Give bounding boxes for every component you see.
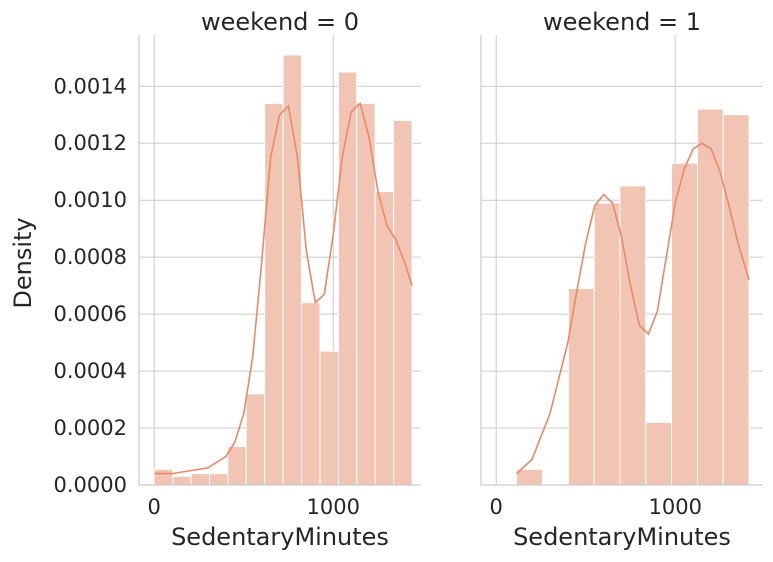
x-tick-label: 0 xyxy=(148,495,161,519)
histogram-bar xyxy=(671,162,698,486)
y-tick-label: 0.0006 xyxy=(54,302,127,326)
y-tick-label: 0.0010 xyxy=(54,188,127,212)
x-tick-label: 1000 xyxy=(307,495,360,519)
histogram-bar xyxy=(696,108,724,486)
y-tick-label: 0.0002 xyxy=(54,416,127,440)
histogram-bar xyxy=(153,468,174,486)
y-tick-label: 0.0008 xyxy=(54,245,127,269)
panel-title: weekend = 1 xyxy=(543,8,701,36)
histogram-bar xyxy=(593,202,621,486)
x-tick-label: 0 xyxy=(490,495,503,519)
histogram-bar xyxy=(319,350,339,486)
histogram-bar xyxy=(619,185,647,486)
kde-line xyxy=(154,101,413,475)
y-axis-label: Density xyxy=(9,217,37,308)
histogram-bar xyxy=(282,54,303,486)
histogram-bar xyxy=(190,473,211,486)
histogram-bar xyxy=(209,473,229,486)
y-tick-label: 0.0000 xyxy=(54,473,127,497)
panel-title: weekend = 0 xyxy=(201,8,359,36)
histogram-bar xyxy=(172,475,192,486)
panel-0: 0.0000 0.0002 0.0004 0.0006 0.0008 0.0010 0.00… xyxy=(54,8,421,551)
histogram-bar xyxy=(645,421,673,486)
x-axis-label: SedentaryMinutes xyxy=(513,523,731,551)
histogram-bar xyxy=(516,468,543,486)
x-tick-label: 1000 xyxy=(649,495,702,519)
panels: 0.0000 0.0002 0.0004 0.0006 0.0008 0.0010 0.00… xyxy=(54,8,763,551)
y-tick-label: 0.0012 xyxy=(54,131,127,155)
histogram-bar xyxy=(722,114,750,486)
y-tick-label: 0.0014 xyxy=(54,74,127,98)
histogram-bar xyxy=(374,191,395,486)
histogram-bar xyxy=(245,393,266,486)
panel-1: 0 1000 weekend = 1 SedentaryMinutes xyxy=(480,8,763,551)
x-axis-label: SedentaryMinutes xyxy=(171,523,389,551)
kde-line xyxy=(516,142,750,475)
y-tick-label: 0.0004 xyxy=(54,359,127,383)
histogram-bar xyxy=(264,102,284,486)
histogram-bar xyxy=(301,302,321,486)
histogram-bar xyxy=(393,119,413,486)
histogram-bar xyxy=(227,446,247,486)
